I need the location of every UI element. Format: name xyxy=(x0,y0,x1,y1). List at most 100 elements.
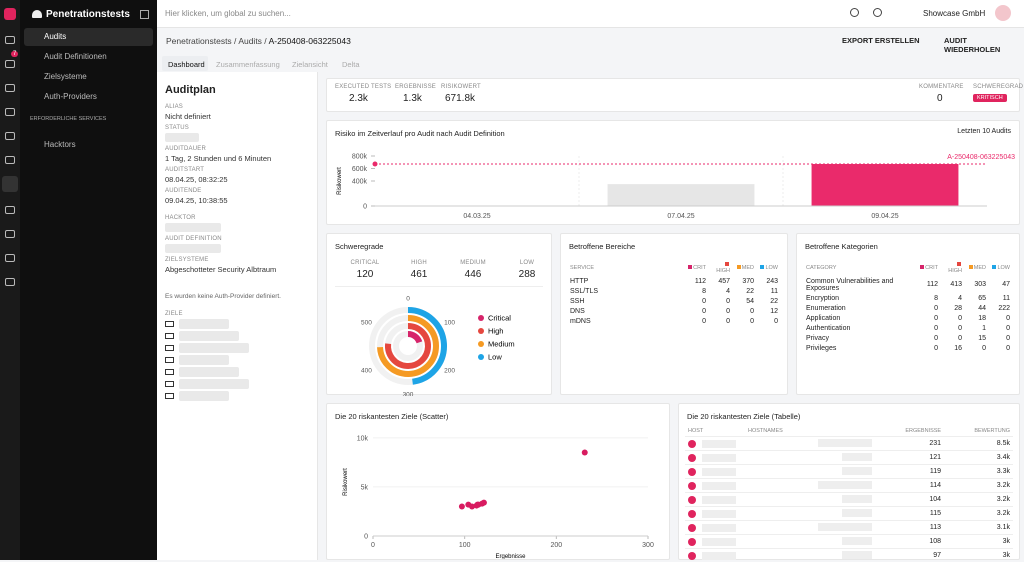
cell-value: 3.2k xyxy=(944,493,1013,507)
dropdown[interactable]: Letzten 10 Audits xyxy=(957,128,1011,135)
tab[interactable]: Zielansicht xyxy=(292,60,328,69)
column-label: HIGH xyxy=(716,268,730,274)
severity-swatch xyxy=(992,265,996,269)
cell-value: 0 xyxy=(989,323,1013,333)
nav-item[interactable]: Hacktors xyxy=(24,136,153,154)
x-tick-label: 09.04.25 xyxy=(871,213,898,220)
cell-value: 303 xyxy=(965,276,989,293)
stat-value: 2.3k xyxy=(349,93,368,104)
breadcrumb-item[interactable]: Penetrationstests xyxy=(166,36,232,46)
host-cell xyxy=(685,479,745,493)
blurred-host xyxy=(702,552,736,560)
target-icon xyxy=(165,369,174,375)
icon-button[interactable] xyxy=(850,8,859,17)
tab[interactable]: Dashboard xyxy=(168,60,205,69)
row-label: Authentication xyxy=(803,323,917,333)
r-tick-label: 500 xyxy=(361,320,372,327)
blurred-value xyxy=(165,223,221,232)
cell-value: 1 xyxy=(965,323,989,333)
blurred-hostname xyxy=(842,495,872,503)
icon-button[interactable] xyxy=(873,8,882,17)
column-header: MED xyxy=(965,260,989,276)
card-title: Betroffene Kategorien xyxy=(805,242,878,251)
column-header: LOW xyxy=(757,260,781,276)
avatar[interactable] xyxy=(995,5,1011,21)
cell-value: 231 xyxy=(875,437,944,451)
cell-value: 0 xyxy=(917,343,941,353)
host-cell xyxy=(685,437,745,451)
cell-value: 0 xyxy=(917,333,941,343)
stat-label: ERGEBNISSE xyxy=(395,84,436,90)
action-button[interactable]: AUDIT WIEDERHOLEN xyxy=(944,36,1024,54)
card-title: Schweregrade xyxy=(335,242,383,251)
column-header: SERVICE xyxy=(567,260,685,276)
action-button[interactable]: EXPORT ERSTELLEN xyxy=(842,36,920,45)
r-tick-label: 400 xyxy=(361,368,372,375)
stat-value: 671.8k xyxy=(445,93,475,104)
r-tick-label: 100 xyxy=(444,320,455,327)
cell-value: 104 xyxy=(875,493,944,507)
target-icon xyxy=(165,381,174,387)
nav-item[interactable]: Auth-Providers xyxy=(24,88,153,106)
target-icon xyxy=(165,345,174,351)
risk-icon xyxy=(688,552,696,560)
nav-item[interactable]: Zielsysteme xyxy=(24,68,153,86)
severity-swatch xyxy=(725,262,729,266)
field-label: ZIELSYSTEME xyxy=(165,257,209,263)
card-title: Betroffene Bereiche xyxy=(569,242,635,251)
column-header: LOW xyxy=(989,260,1013,276)
stat-label: RISIKOWERT xyxy=(441,84,481,90)
row-label: Common Vulnerabilities and Exposures xyxy=(803,276,917,293)
nav-item[interactable]: Audit Definitionen xyxy=(24,48,153,66)
legend-marker xyxy=(478,354,484,360)
cell-value: 0 xyxy=(709,296,733,306)
breadcrumb-item[interactable]: Audits xyxy=(238,36,262,46)
x-axis-label: Ergebnisse xyxy=(495,554,526,559)
icon xyxy=(5,108,15,116)
cell-value: 3k xyxy=(944,535,1013,549)
host-cell xyxy=(685,493,745,507)
cell-value: 0 xyxy=(685,316,709,326)
column-header: CRIT xyxy=(685,260,709,276)
org-name[interactable]: Showcase GmbH xyxy=(923,9,985,18)
y-tick-label: 400k xyxy=(352,179,368,186)
hostnames-cell xyxy=(745,479,875,493)
column-header: MED xyxy=(733,260,757,276)
cell-value: 4 xyxy=(941,293,965,303)
icon xyxy=(5,278,15,286)
row-label: SSL/TLS xyxy=(567,286,685,296)
bar xyxy=(812,164,959,206)
cell-value: 22 xyxy=(733,286,757,296)
stat-value: 0 xyxy=(937,93,943,104)
blurred-target xyxy=(179,367,239,377)
nav-item[interactable]: Audits xyxy=(24,28,153,46)
r-tick-label: 300 xyxy=(403,392,414,397)
cell-value: 3.4k xyxy=(944,451,1013,465)
field-value: Abgeschotteter Security Albtraum xyxy=(165,265,276,274)
cell-value: 114 xyxy=(875,479,944,493)
tab[interactable]: Delta xyxy=(342,60,360,69)
cell-value: 243 xyxy=(757,276,781,286)
x-tick-label: 200 xyxy=(550,542,562,549)
r-tick-label: 200 xyxy=(444,368,455,375)
row-label: Enumeration xyxy=(803,303,917,313)
cell-value: 0 xyxy=(757,316,781,326)
risk-icon xyxy=(688,440,696,448)
blurred-target xyxy=(179,319,229,329)
row-label: Encryption xyxy=(803,293,917,303)
breadcrumb-current: A-250408-063225043 xyxy=(269,36,351,46)
tab[interactable]: Zusammenfassung xyxy=(216,60,280,69)
cell-value: 4 xyxy=(709,286,733,296)
collapse-button[interactable] xyxy=(140,10,149,19)
cell-value: 0 xyxy=(733,306,757,316)
search-input[interactable]: Hier klicken, um global zu suchen... xyxy=(165,9,291,18)
